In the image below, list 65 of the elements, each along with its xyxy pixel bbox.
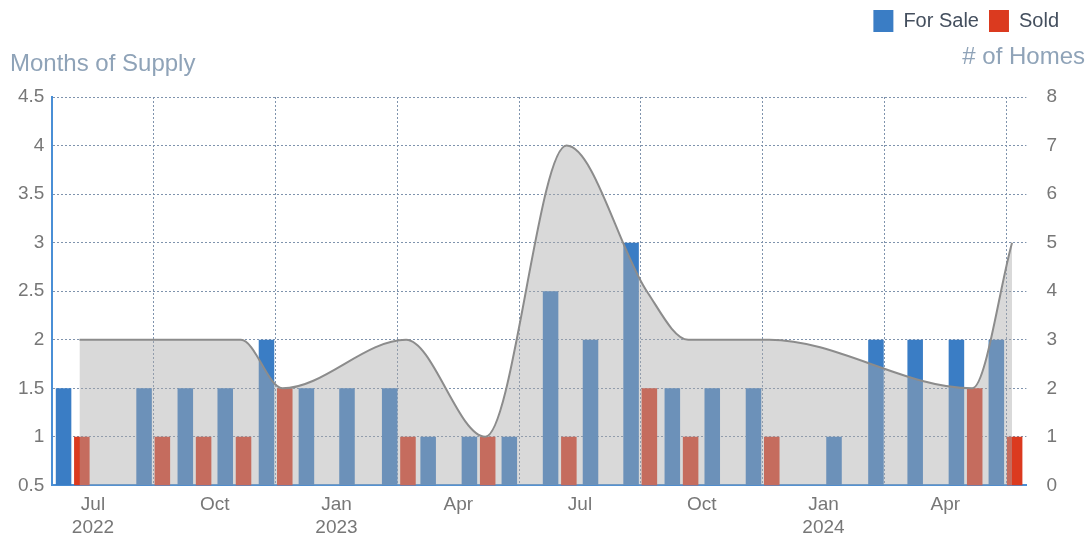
bar — [420, 436, 436, 486]
y-tick-label: 1 — [33, 425, 45, 447]
bar — [55, 388, 72, 486]
x-tick-label: Jan 2024 — [802, 493, 846, 537]
bar — [988, 339, 1005, 486]
bar — [764, 436, 780, 486]
bar — [195, 436, 212, 486]
y2-tick-label: 7 — [1046, 133, 1058, 155]
bar — [461, 436, 478, 486]
y-tick-label: 1.5 — [17, 376, 45, 398]
bar — [641, 388, 658, 486]
bar — [948, 339, 965, 486]
bar — [235, 436, 252, 486]
x-tick-label: Jul — [567, 493, 593, 515]
y2-axis-title: # of Homes — [962, 42, 1085, 70]
legend-label: For Sale — [903, 8, 979, 31]
x-tick-label: Jul 2022 — [71, 493, 115, 537]
bar — [217, 388, 234, 486]
bar — [381, 388, 398, 486]
bar — [177, 388, 194, 486]
y2-tick-label: 8 — [1046, 85, 1058, 107]
bar — [623, 242, 639, 486]
y2-tick-label: 4 — [1046, 279, 1058, 301]
y2-tick-label: 2 — [1046, 376, 1058, 398]
bar — [826, 436, 842, 486]
x-tick-label: Oct — [199, 493, 231, 515]
y-tick-label: 4.5 — [17, 85, 45, 107]
bar — [561, 436, 577, 486]
y2-tick-label: 5 — [1046, 230, 1058, 252]
bar — [907, 339, 923, 486]
bar — [582, 339, 599, 486]
y2-tick-label: 3 — [1046, 327, 1058, 349]
bar — [74, 436, 90, 486]
bar — [298, 388, 315, 486]
bar — [745, 388, 762, 486]
bar — [1006, 436, 1023, 486]
bar — [479, 436, 496, 486]
y-tick-label: 3 — [33, 230, 45, 252]
bar — [258, 339, 275, 486]
bar — [501, 436, 518, 486]
y-axis-title: Months of Supply — [10, 49, 196, 77]
x-tick-label: Apr — [443, 493, 474, 515]
y-tick-label: 2.5 — [17, 279, 45, 301]
x-tick-label: Apr — [930, 493, 961, 515]
y-tick-label: 0.5 — [17, 473, 45, 495]
y2-tick-label: 1 — [1046, 425, 1058, 447]
y-tick-label: 2 — [33, 327, 45, 349]
bar — [664, 388, 681, 486]
y2-tick-label: 6 — [1046, 182, 1058, 204]
bar — [136, 388, 152, 486]
legend-label: Sold — [1018, 8, 1059, 31]
x-tick-label: Oct — [686, 493, 718, 515]
bar — [682, 436, 699, 486]
x-tick-label: Jan 2023 — [315, 493, 358, 537]
y2-tick-label: 0 — [1046, 473, 1058, 495]
bar — [154, 436, 171, 486]
bar — [400, 436, 416, 486]
bar — [542, 291, 559, 486]
y-tick-label: 4 — [33, 133, 45, 155]
bar — [339, 388, 355, 486]
bar — [704, 388, 721, 486]
y-tick-label: 3.5 — [17, 182, 45, 204]
bar — [277, 388, 293, 486]
bar — [966, 388, 983, 486]
bar — [868, 339, 884, 486]
